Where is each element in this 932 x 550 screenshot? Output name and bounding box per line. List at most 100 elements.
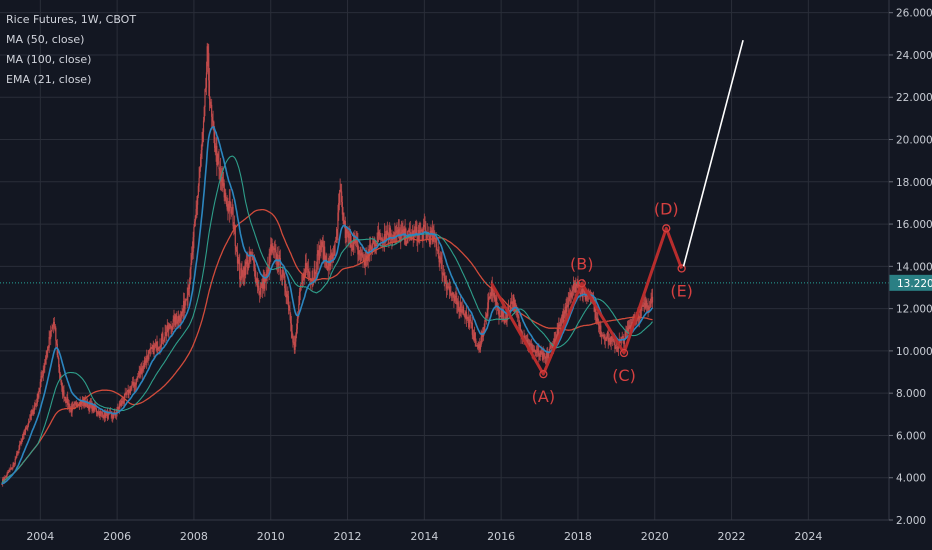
candle-body: [356, 241, 358, 244]
candle-body: [581, 289, 583, 293]
candle-body: [199, 157, 202, 169]
candle-body: [97, 413, 99, 415]
candle-body: [405, 228, 407, 245]
candle-body: [207, 46, 209, 53]
candle-body: [166, 332, 168, 336]
candle-body: [33, 410, 35, 415]
candle-body: [232, 206, 234, 227]
candle-body: [498, 307, 500, 316]
candle-body: [44, 363, 46, 368]
current-price-label: 13.220: [897, 278, 932, 290]
candle-body: [536, 349, 538, 352]
candle-body: [198, 177, 200, 186]
candle-body: [281, 276, 283, 278]
candle-body: [510, 301, 513, 303]
candle-body: [439, 257, 441, 263]
candle-body: [613, 338, 615, 343]
candle-body: [530, 343, 532, 346]
candle-body: [647, 305, 649, 310]
candle-body: [641, 305, 643, 307]
candle-body: [14, 458, 16, 465]
candle-body: [241, 268, 243, 271]
candle-body: [161, 333, 163, 339]
candle-body: [160, 338, 163, 346]
candle-body: [339, 189, 341, 193]
candle-body: [280, 274, 282, 277]
candle-body: [311, 277, 313, 281]
candle-body: [320, 247, 322, 250]
indicator-ma100[interactable]: MA (100, close): [6, 53, 92, 66]
candle-body: [431, 230, 433, 235]
candle-body: [24, 432, 26, 435]
candle-body: [384, 233, 386, 236]
candle-body: [156, 341, 158, 351]
candle-body: [490, 292, 492, 297]
candle-body: [287, 294, 289, 297]
candle-body: [206, 46, 208, 73]
candle-body: [126, 391, 128, 395]
candle-body: [50, 330, 52, 332]
candle-body: [222, 176, 224, 186]
candle-body: [221, 176, 223, 183]
candle-body: [420, 230, 422, 232]
candle-body: [287, 296, 290, 307]
candle-body: [45, 356, 47, 360]
candle-body: [243, 267, 245, 277]
candle-body: [402, 229, 404, 235]
candle-body: [228, 201, 230, 212]
candle-body: [55, 340, 58, 344]
candle-body: [471, 322, 473, 324]
indicator-ema21[interactable]: EMA (21, close): [6, 73, 92, 86]
wave-point-2: [619, 348, 629, 358]
candle-body: [359, 253, 361, 256]
candle-body: [315, 269, 318, 272]
candle-body: [153, 345, 155, 355]
candle-body: [411, 230, 414, 235]
candle-body: [374, 240, 376, 247]
candle-body: [397, 229, 400, 236]
candle-body: [273, 248, 276, 250]
candle-body: [188, 283, 191, 289]
candle-body: [572, 283, 575, 291]
candle-body: [496, 307, 499, 309]
candle-body: [334, 242, 336, 254]
candle-body: [185, 299, 187, 302]
y-tick-label-9: 20.000: [896, 135, 932, 147]
candle-body: [563, 311, 565, 323]
candle-body: [439, 257, 442, 259]
candle-body: [624, 330, 626, 340]
candle-body: [229, 201, 231, 204]
candle-body: [163, 340, 165, 342]
candle-body: [253, 262, 256, 269]
candle-body: [617, 348, 619, 350]
candle-body: [373, 240, 375, 242]
candle-body: [37, 394, 39, 398]
candle-body: [483, 327, 485, 332]
candle-body: [75, 402, 77, 404]
candle-body: [120, 403, 122, 406]
indicator-ma50[interactable]: MA (50, close): [6, 33, 85, 46]
candle-body: [489, 292, 491, 299]
candle-body: [252, 255, 254, 260]
candle-body: [151, 345, 154, 349]
candle-body: [374, 244, 377, 247]
candle-body: [159, 346, 161, 348]
candle-body: [150, 347, 152, 349]
candle-body: [197, 185, 199, 196]
candle-body: [329, 260, 331, 267]
candle-body: [322, 245, 324, 260]
candle-body: [620, 337, 623, 340]
candle-body: [182, 311, 184, 313]
candle-body: [41, 375, 43, 377]
candle-body: [118, 408, 120, 410]
candle-body: [218, 161, 220, 170]
candle-body: [180, 312, 182, 318]
wave-point-1: [577, 279, 586, 288]
candle-body: [84, 400, 86, 406]
candle-body: [380, 238, 382, 240]
candle-body: [16, 453, 18, 458]
candle-body: [542, 353, 544, 360]
candle-body: [417, 237, 419, 242]
